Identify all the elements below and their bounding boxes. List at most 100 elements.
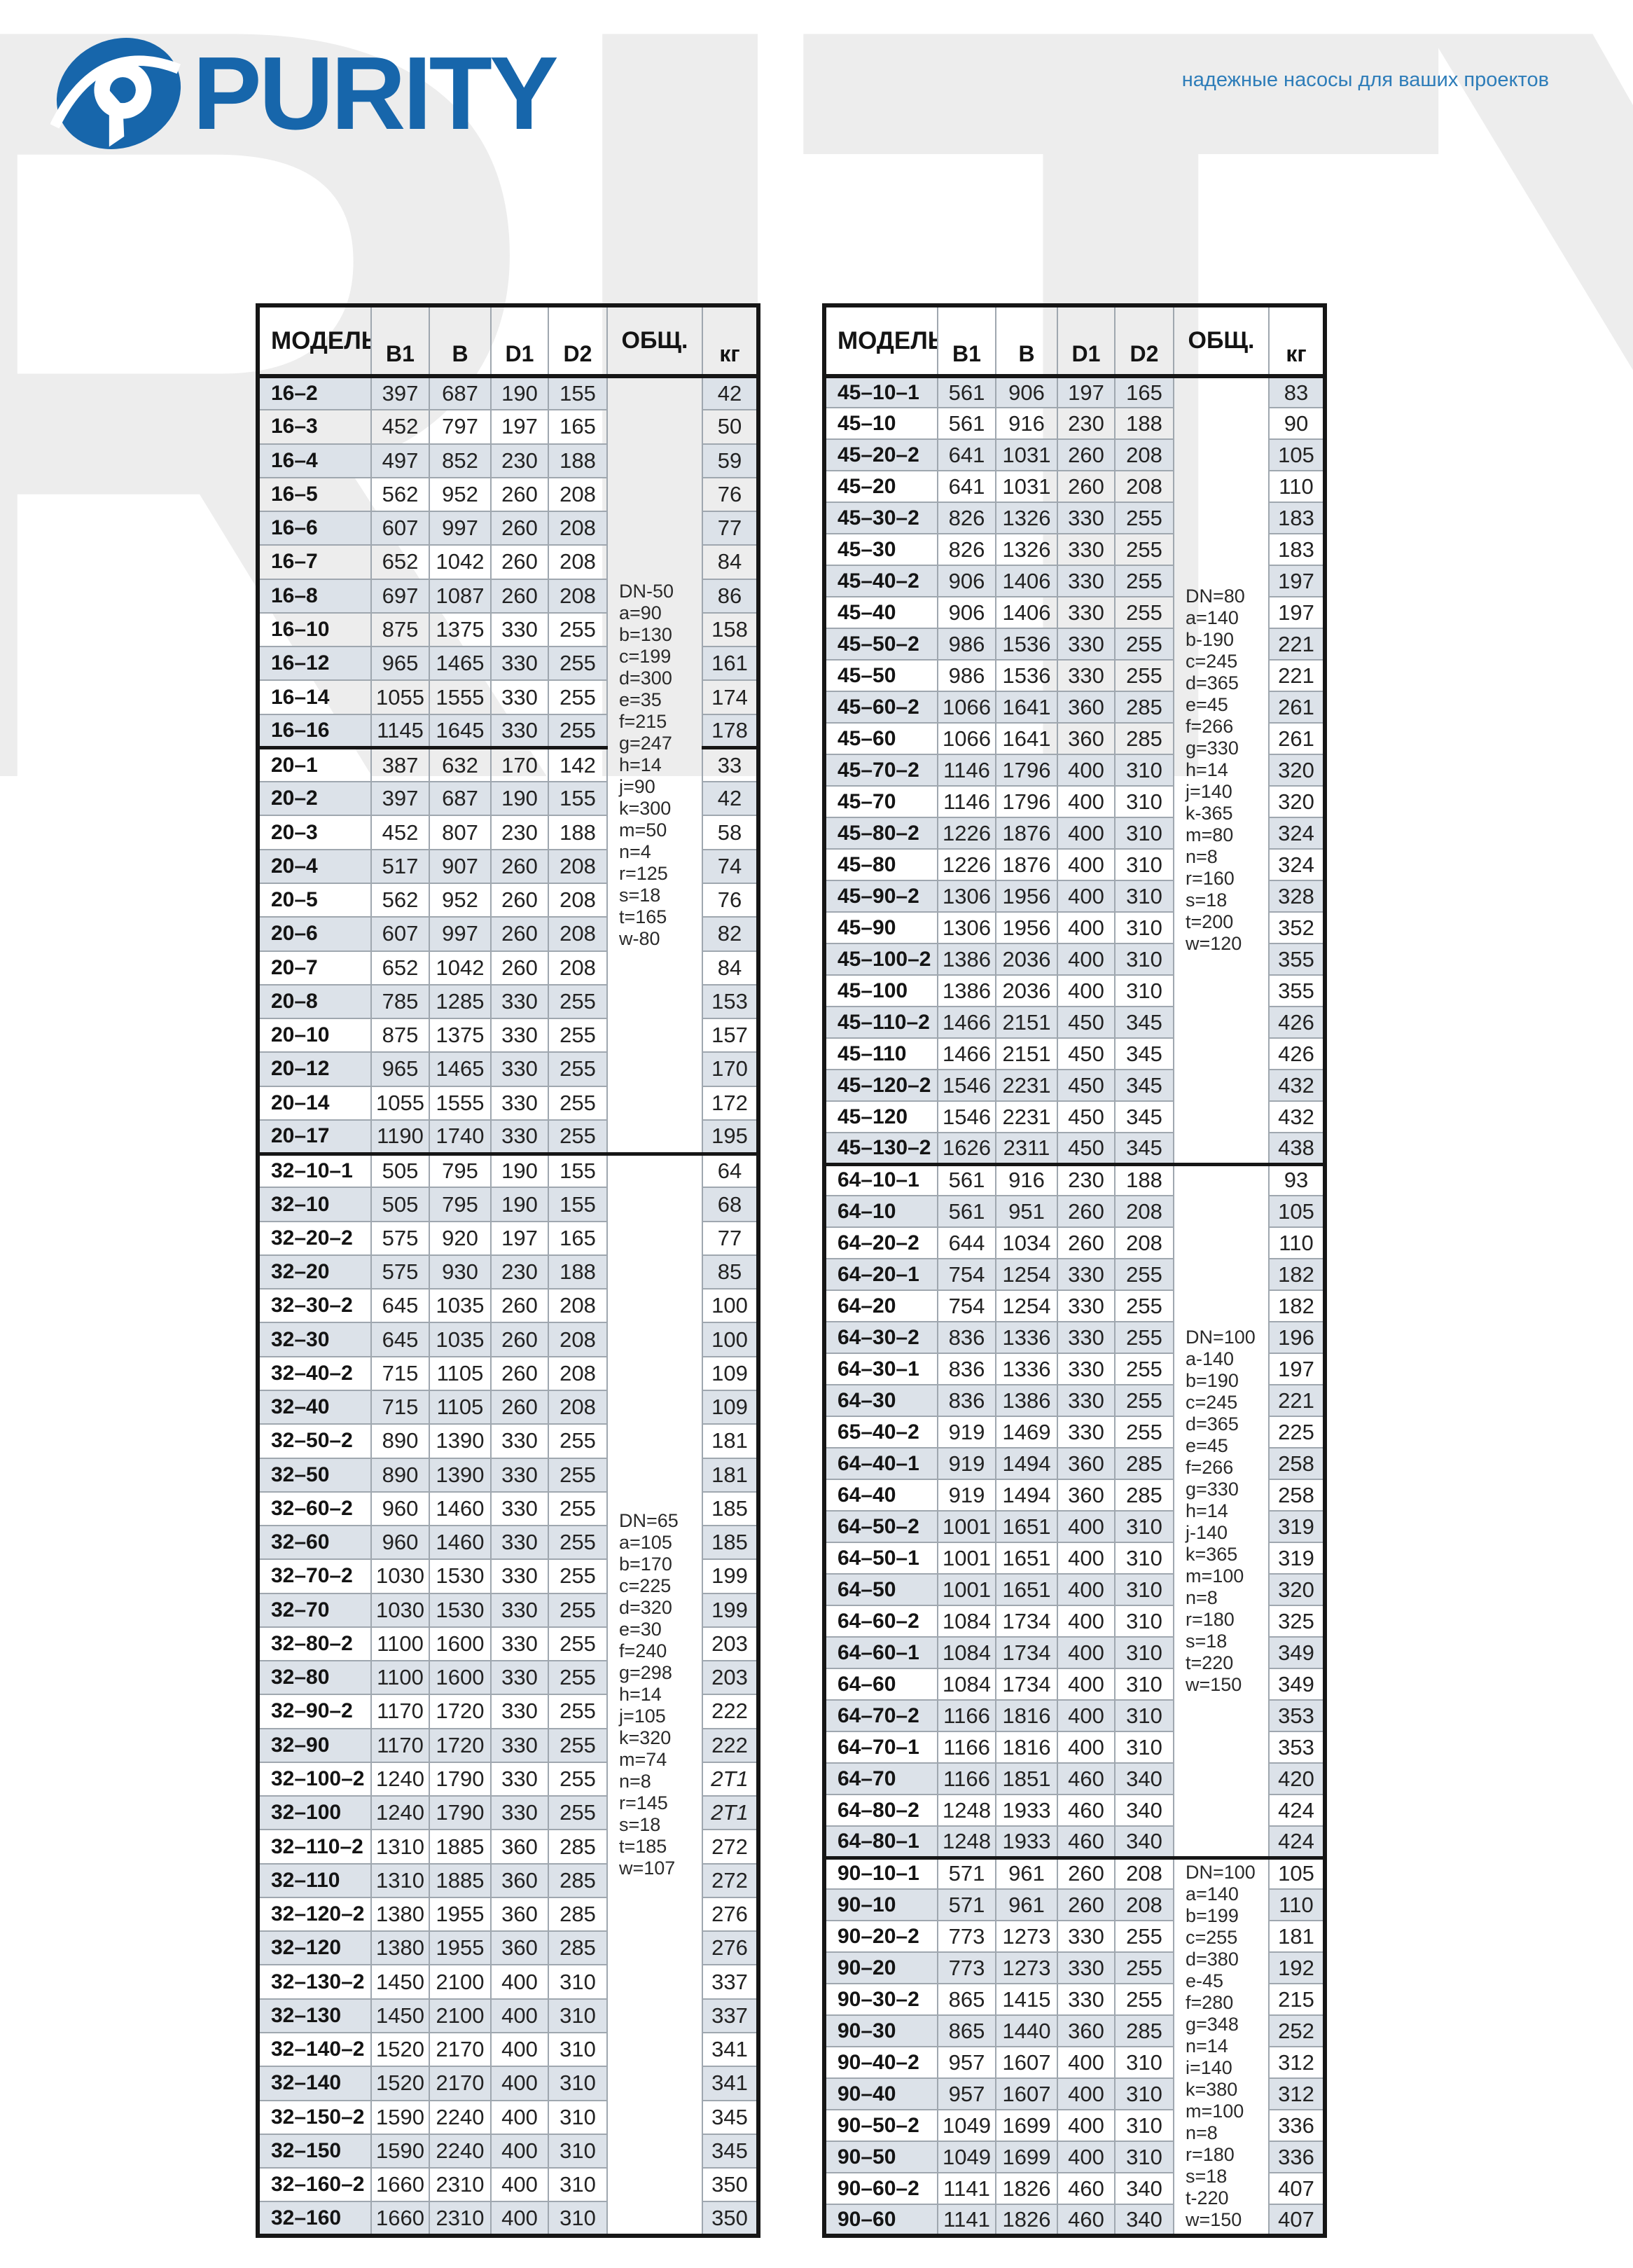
dimension-d2-cell: 208 (548, 1288, 608, 1324)
model-cell: 32–90–2 (257, 1694, 372, 1729)
weight-cell: 181 (702, 1423, 759, 1459)
table-row: 16–7 652 1042 260 208 84 (257, 544, 759, 580)
model-cell: 32–70 (257, 1592, 372, 1628)
dimension-b1-cell: 1310 (370, 1829, 430, 1865)
dimension-d1-cell: 330 (490, 1525, 549, 1561)
dimension-d2-cell: 165 (548, 1220, 608, 1256)
dimension-b-cell: 1035 (429, 1288, 492, 1324)
dimension-b1-cell: 957 (937, 2046, 996, 2079)
model-cell: 90–30 (824, 2014, 938, 2047)
table-row: 32–10–1 505 795 190 155 DN=65 a=105 b=170 c=225 d… (257, 1152, 759, 2236)
dimension-b-cell: 1465 (429, 1051, 492, 1087)
dimension-d2-cell: 310 (1114, 817, 1174, 850)
dimension-d1-cell: 330 (490, 1727, 549, 1763)
dimension-b1-cell: 641 (937, 438, 996, 471)
dimension-d1-cell: 230 (490, 815, 549, 850)
dimension-b-cell: 795 (429, 1187, 492, 1222)
dimension-b1-cell: 1084 (937, 1605, 996, 1638)
dimension-b1-cell: 652 (370, 544, 430, 580)
dimension-b1-cell: 890 (370, 1457, 430, 1493)
dimension-b-cell: 1796 (995, 785, 1058, 818)
col-header-d2: D2 (548, 305, 608, 378)
model-cell: 90–40 (824, 2077, 938, 2110)
table-row: 32–140–2 1520 2170 400 310 341 (257, 2032, 759, 2068)
dimension-d2-cell: 340 (1114, 1794, 1174, 1827)
model-cell: 20–8 (257, 983, 372, 1020)
dimensions-note: DN=100 a-140 b=190 c=245 d=365 e=45 f=266 g=330… (1173, 1162, 1270, 1858)
dimension-d2-cell: 255 (548, 1558, 608, 1594)
dimension-b-cell: 1494 (995, 1479, 1058, 1512)
dimension-d1-cell: 330 (1057, 1920, 1116, 1953)
dimension-b1-cell: 836 (937, 1353, 996, 1385)
dimension-b-cell: 1699 (995, 2141, 1058, 2173)
model-cell: 32–40–2 (257, 1355, 372, 1391)
model-cell: 20–2 (257, 781, 372, 817)
model-cell: 32–100–2 (257, 1761, 372, 1797)
dimension-d2-cell: 208 (1114, 1226, 1174, 1259)
table-row: 64–50–1 1001 1651 400 310 319 (824, 1542, 1326, 1575)
table-row: 45–100–2 1386 2036 400 310 355 (824, 943, 1326, 976)
dimension-b-cell: 1375 (429, 1018, 492, 1053)
dimension-d1-cell: 260 (490, 1355, 549, 1391)
dimension-d1-cell: 230 (1057, 1162, 1116, 1196)
model-cell: 64–70–1 (824, 1731, 938, 1764)
dimension-b1-cell: 397 (370, 375, 430, 411)
table-row: 20–1 387 632 170 142 33 (257, 746, 759, 783)
dimension-b-cell: 1933 (995, 1794, 1058, 1827)
dimension-d1-cell: 460 (1057, 1825, 1116, 1858)
weight-cell: 197 (1268, 565, 1326, 597)
weight-cell: 272 (702, 1862, 759, 1898)
model-cell: 20–4 (257, 848, 372, 884)
model-cell: 64–80–1 (824, 1825, 938, 1858)
dimension-b-cell: 1790 (429, 1761, 492, 1797)
dimension-d2-cell: 285 (1114, 1447, 1174, 1480)
dimension-b-cell: 687 (429, 781, 492, 817)
dimension-d1-cell: 400 (490, 2167, 549, 2203)
dimension-d2-cell: 285 (1114, 2014, 1174, 2047)
col-header-kg: кг (1268, 305, 1326, 378)
table-row: 32–50–2 890 1390 330 255 181 (257, 1423, 759, 1459)
dimension-d2-cell: 255 (548, 1795, 608, 1831)
model-cell: 45–40 (824, 596, 938, 629)
dimension-d2-cell: 340 (1114, 2204, 1174, 2236)
weight-cell: 355 (1268, 974, 1326, 1007)
model-cell: 32–20–2 (257, 1220, 372, 1256)
dimension-d1-cell: 360 (490, 1829, 549, 1865)
table-row: 90–40 957 1607 400 310 312 (824, 2077, 1326, 2110)
dimension-b-cell: 1326 (995, 533, 1058, 566)
dimension-d1-cell: 400 (1057, 754, 1116, 787)
dimension-b1-cell: 1066 (937, 722, 996, 755)
dimension-b-cell: 1254 (995, 1258, 1058, 1291)
weight-cell: 352 (1268, 911, 1326, 944)
dimension-b1-cell: 645 (370, 1288, 430, 1324)
dimension-b1-cell: 1248 (937, 1794, 996, 1827)
dimension-b1-cell: 1146 (937, 785, 996, 818)
col-header-model: МОДЕЛЬ (824, 305, 938, 378)
table-row: 20–12 965 1465 330 255 170 (257, 1051, 759, 1087)
weight-cell: 85 (702, 1254, 759, 1290)
model-cell: 16–5 (257, 476, 372, 513)
dimension-b-cell: 1796 (995, 754, 1058, 787)
table-row: 64–60 1084 1734 400 310 349 (824, 1668, 1326, 1701)
dimension-d2-cell: 208 (548, 950, 608, 986)
dimension-d1-cell: 330 (490, 646, 549, 682)
dimension-b-cell: 2311 (995, 1132, 1058, 1165)
dimension-b1-cell: 957 (937, 2077, 996, 2110)
dimension-b-cell: 1851 (995, 1762, 1058, 1795)
dimension-d2-cell: 255 (1114, 533, 1174, 566)
weight-cell: 170 (702, 1051, 759, 1087)
model-cell: 32–150 (257, 2133, 372, 2169)
weight-cell: 336 (1268, 2141, 1326, 2173)
dimension-d1-cell: 190 (490, 1152, 549, 1189)
dimension-b-cell: 1336 (995, 1321, 1058, 1354)
dimension-d2-cell: 310 (548, 2133, 608, 2169)
dimension-d1-cell: 460 (1057, 2172, 1116, 2205)
dimension-b-cell: 1699 (995, 2109, 1058, 2142)
dimension-d1-cell: 400 (1057, 1699, 1116, 1732)
weight-cell: 33 (702, 746, 759, 783)
dimension-b1-cell: 1170 (370, 1727, 430, 1763)
dimension-d1-cell: 400 (1057, 974, 1116, 1007)
dimension-d1-cell: 330 (1057, 659, 1116, 692)
model-cell: 90–60 (824, 2204, 938, 2236)
table-row: 32–120–2 1380 1955 360 285 276 (257, 1896, 759, 1932)
